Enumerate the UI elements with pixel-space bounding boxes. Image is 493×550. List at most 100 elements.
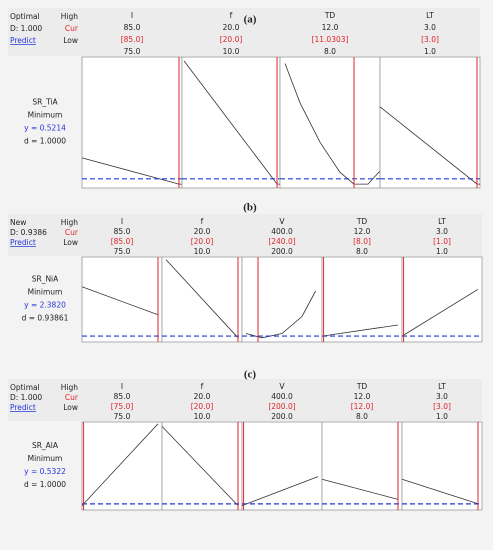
factor-cur: [85.0] xyxy=(111,237,134,246)
factor-cur: [3.0] xyxy=(421,35,439,44)
factor-cur: [1.0] xyxy=(433,237,451,246)
status: Optimal xyxy=(10,12,40,21)
factor-cur: [8.0] xyxy=(353,237,371,246)
factor-low: 200.0 xyxy=(271,412,293,421)
response-curve xyxy=(165,259,239,339)
plot-cell xyxy=(379,56,481,189)
factor-high: 12.0 xyxy=(322,23,339,32)
factor-high: 20.0 xyxy=(223,23,240,32)
header-band xyxy=(8,379,482,421)
row-cur: Cur xyxy=(65,228,79,237)
factor-high: 20.0 xyxy=(194,227,211,236)
plot-cell xyxy=(321,421,403,511)
row-low: Low xyxy=(63,36,78,45)
response-name: SR_AlA xyxy=(32,441,59,450)
factor-high: 85.0 xyxy=(124,23,141,32)
factor-high: 400.0 xyxy=(271,392,293,401)
factor-cur: [20.0] xyxy=(191,402,214,411)
factor-cur: [240.0] xyxy=(268,237,295,246)
factor-name: V xyxy=(279,217,285,226)
response-d: d = 1.0000 xyxy=(24,480,66,489)
factor-name: I xyxy=(121,217,123,226)
factor-cur: [11.0303] xyxy=(312,35,349,44)
composite-d: D: 1.000 xyxy=(10,393,42,402)
response-y: y = 0.5322 xyxy=(24,467,66,476)
factor-name: LT xyxy=(438,382,446,391)
factor-low: 8.0 xyxy=(356,247,368,256)
response-d: d = 1.0000 xyxy=(24,137,66,146)
response-curve xyxy=(321,324,399,337)
factor-low: 200.0 xyxy=(271,247,293,256)
factor-cur: [20.0] xyxy=(220,35,243,44)
response-curve xyxy=(161,426,239,506)
factor-high: 20.0 xyxy=(194,392,211,401)
response-y: y = 0.5214 xyxy=(24,124,66,133)
factor-name: TD xyxy=(356,382,368,391)
header-band xyxy=(8,8,480,56)
factor-name: V xyxy=(279,382,285,391)
response-y: y = 2.3820 xyxy=(24,301,66,310)
response-name: SR_TiA xyxy=(32,98,58,107)
factor-cur: [85.0] xyxy=(121,35,144,44)
panel-label: (a) xyxy=(244,14,257,26)
response-goal: Minimum xyxy=(28,288,63,297)
row-high: High xyxy=(61,383,78,392)
plot-cell xyxy=(321,256,403,343)
plot-cell xyxy=(81,256,163,343)
factor-low: 10.0 xyxy=(194,247,211,256)
factor-low: 75.0 xyxy=(114,412,131,421)
plot-cell xyxy=(279,56,381,189)
factor-name: LT xyxy=(426,11,434,20)
factor-cur: [12.0] xyxy=(351,402,374,411)
factor-name: f xyxy=(201,382,204,391)
plot-cell xyxy=(81,56,183,189)
factor-high: 3.0 xyxy=(436,392,448,401)
factor-high: 3.0 xyxy=(436,227,448,236)
factor-low: 1.0 xyxy=(436,247,448,256)
factor-low: 75.0 xyxy=(114,247,131,256)
response-curve xyxy=(401,478,479,505)
predict-link[interactable]: Predict xyxy=(10,238,36,247)
factor-high: 85.0 xyxy=(114,227,131,236)
factor-high: 400.0 xyxy=(271,227,293,236)
response-d: d = 0.93861 xyxy=(22,314,69,323)
response-goal: Minimum xyxy=(28,111,63,120)
factor-cur: [200.0] xyxy=(268,402,295,411)
response-curve xyxy=(401,288,479,337)
response-curve xyxy=(245,290,316,339)
row-high: High xyxy=(61,12,78,21)
response-curve xyxy=(241,476,319,506)
response-curve xyxy=(321,478,399,500)
factor-low: 10.0 xyxy=(194,412,211,421)
factor-high: 12.0 xyxy=(354,227,371,236)
response-name: SR_NiA xyxy=(32,275,59,284)
factor-low: 8.0 xyxy=(324,47,336,56)
plot-cell xyxy=(161,256,243,343)
predict-link[interactable]: Predict xyxy=(10,36,36,45)
factor-high: 3.0 xyxy=(424,23,436,32)
composite-d: D: 0.9386 xyxy=(10,228,47,237)
plot-cell xyxy=(81,421,163,511)
factor-low: 8.0 xyxy=(356,412,368,421)
factor-cur: [3.0] xyxy=(433,402,451,411)
response-goal: Minimum xyxy=(28,454,63,463)
row-cur: Cur xyxy=(65,24,79,33)
plot-cell xyxy=(401,256,483,343)
factor-cur: [20.0] xyxy=(191,237,214,246)
predict-link[interactable]: Predict xyxy=(10,403,36,412)
plot-cell xyxy=(241,256,323,343)
response-curve xyxy=(81,286,159,316)
composite-d: D: 1.000 xyxy=(10,24,42,33)
factor-name: I xyxy=(131,11,133,20)
row-low: Low xyxy=(63,238,78,247)
panel-label: (c) xyxy=(244,369,257,381)
factor-high: 85.0 xyxy=(114,392,131,401)
factor-low: 10.0 xyxy=(223,47,240,56)
factor-name: LT xyxy=(438,217,446,226)
status: New xyxy=(10,218,26,227)
factor-low: 75.0 xyxy=(124,47,141,56)
factor-name: I xyxy=(121,382,123,391)
factor-high: 12.0 xyxy=(354,392,371,401)
factor-name: f xyxy=(230,11,233,20)
status: Optimal xyxy=(10,383,40,392)
